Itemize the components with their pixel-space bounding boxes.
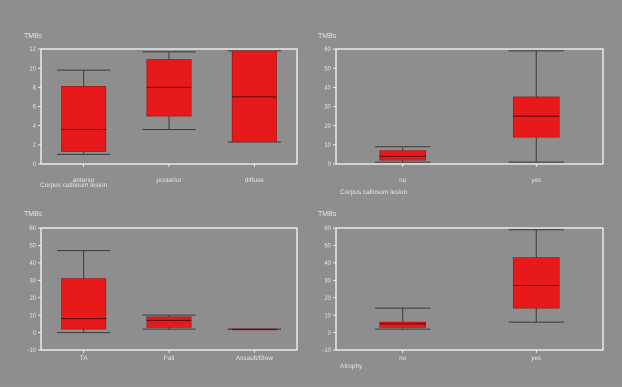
y-tick-label: 60: [29, 226, 36, 232]
chart-panel-1: TMBs Corpus callosum lesion 0 2 4 6 8 10 12 anter…: [24, 33, 298, 189]
x-tick-label: TA: [80, 355, 88, 362]
box-iqr: [146, 316, 192, 328]
box-iqr: [61, 86, 107, 152]
x-tick-label: posterior: [156, 177, 182, 184]
x-tick-label: yes: [531, 177, 542, 184]
y-tick-label: 50: [324, 66, 331, 72]
x-tick-label: no: [399, 355, 407, 362]
x-axis-label: Corpus callosum lesion: [340, 189, 408, 196]
x-tick-label: Fall: [164, 355, 175, 362]
y-axis-label: TMBs: [318, 33, 337, 40]
y-tick-label: 50: [29, 244, 36, 250]
y-tick-label: 60: [324, 47, 331, 53]
y-tick-label: 0: [33, 162, 37, 168]
y-tick-label: 40: [324, 86, 331, 92]
chart-panel-3: TMBs -10 0 10 20 30 40 50 60 TA Fall Assault/Blow: [24, 211, 298, 362]
x-tick-label: Assault/Blow: [236, 355, 274, 362]
x-tick-label: anterior: [73, 177, 96, 184]
y-tick-label: 10: [29, 313, 36, 319]
x-tick-label: yes: [531, 355, 542, 362]
y-tick-label: 20: [324, 296, 331, 302]
y-tick-label: 30: [29, 278, 36, 284]
y-axis-label: TMBs: [24, 33, 43, 40]
plot-frame: [335, 227, 604, 351]
y-tick-label: 0: [328, 162, 332, 168]
y-tick-label: 20: [29, 296, 36, 302]
y-tick-label: 4: [33, 124, 37, 130]
y-tick-label: 30: [324, 105, 331, 111]
y-tick-label: 50: [324, 244, 331, 250]
y-tick-label: 10: [324, 143, 331, 149]
box-iqr: [379, 150, 427, 161]
x-axis-label: Corpus callosum lesion: [40, 182, 108, 189]
y-axis-label: TMBs: [24, 211, 43, 218]
y-tick-label: 30: [324, 278, 331, 284]
box-iqr: [61, 278, 107, 330]
y-tick-label: 6: [33, 105, 37, 111]
y-axis-label: TMBs: [318, 211, 337, 218]
x-tick-label: no: [399, 177, 407, 184]
box-iqr: [379, 321, 427, 328]
y-tick-label: 10: [29, 66, 36, 72]
y-tick-label: 8: [33, 86, 37, 92]
chart-panel-4: TMBs Atrophy -10 0 10 20 30 40 50 60 no yes: [318, 211, 604, 370]
box-iqr: [512, 257, 560, 309]
y-tick-label: 20: [324, 124, 331, 130]
y-tick-label: 2: [33, 143, 37, 149]
y-tick-label: 0: [33, 331, 37, 337]
y-tick-label: 0: [328, 331, 332, 337]
y-tick-label: -10: [27, 348, 36, 354]
y-tick-label: -10: [322, 348, 331, 354]
y-tick-label: 12: [29, 47, 36, 53]
x-axis-label: Atrophy: [340, 363, 363, 370]
y-tick-label: 40: [29, 261, 36, 267]
y-tick-label: 40: [324, 261, 331, 267]
y-tick-label: 60: [324, 226, 331, 232]
chart-panel-2: TMBs Corpus callosum lesion 0 10 20 30 40 50 60 n…: [318, 33, 604, 196]
x-tick-label: diffuse: [245, 177, 264, 184]
box-iqr: [512, 96, 560, 138]
y-tick-label: 10: [324, 313, 331, 319]
